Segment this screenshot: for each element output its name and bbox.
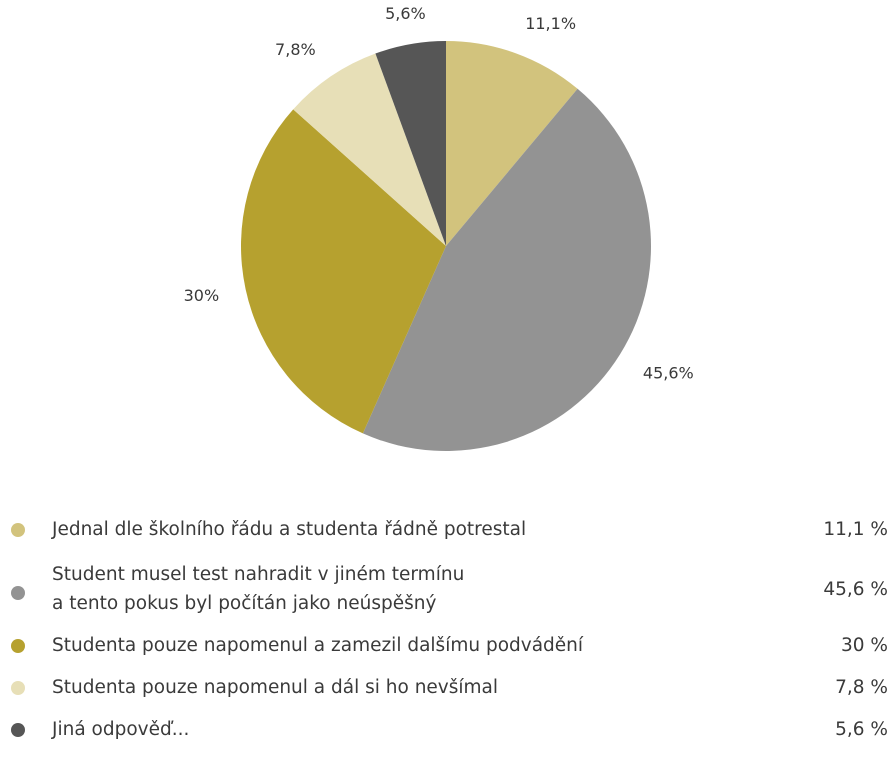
- legend-item: Studenta pouze napomenul a dál si ho nev…: [0, 673, 892, 702]
- pie-slice-3: [241, 109, 446, 434]
- legend-swatch: [11, 638, 25, 653]
- legend-label: Jednal dle školního řádu a studenta řádn…: [52, 515, 526, 544]
- legend-label: Jiná odpověď...: [52, 715, 189, 744]
- legend-label-line: Student musel test nahradit v jiném term…: [52, 564, 465, 585]
- legend-label-line: Studenta pouze napomenul a zamezil další…: [52, 635, 584, 656]
- legend-swatch: [11, 680, 25, 695]
- legend-label-line: Studenta pouze napomenul a dál si ho nev…: [52, 677, 499, 698]
- legend-item: Jiná odpověď... 5,6 %: [0, 715, 892, 744]
- pie-slice-1: [446, 41, 578, 246]
- legend-value: 11,1 %: [823, 519, 888, 540]
- pie-label-2: 45,6%: [643, 363, 694, 382]
- legend-label-line: Jiná odpověď...: [52, 719, 190, 740]
- legend-value: 30 %: [841, 635, 888, 656]
- pie-slices: [241, 41, 651, 452]
- legend-swatch: [11, 522, 25, 537]
- pie-label-3: 30%: [184, 286, 220, 305]
- pie-labels: 11,1% 45,6% 30% 7,8% 5,6%: [184, 4, 694, 382]
- pie-chart: 11,1% 45,6% 30% 7,8% 5,6%: [184, 4, 694, 452]
- pie-label-5: 5,6%: [385, 4, 426, 23]
- legend-swatch: [11, 722, 25, 737]
- pie-label-4: 7,8%: [275, 40, 316, 59]
- legend-value: 5,6 %: [835, 719, 888, 740]
- pie-slice-2: [362, 88, 651, 452]
- pie-slice-4: [293, 53, 446, 246]
- pie-label-1: 11,1%: [525, 14, 576, 33]
- legend-item: Student musel test nahradit v jiném term…: [0, 560, 892, 618]
- legend-label: Studenta pouze napomenul a zamezil další…: [52, 631, 583, 660]
- legend-swatch: [11, 586, 25, 600]
- legend-label-line: a tento pokus byl počítán jako neúspěšný: [52, 593, 437, 614]
- legend-value: 7,8 %: [835, 677, 888, 698]
- pie-slice-5: [375, 41, 446, 246]
- legend-item: Jednal dle školního řádu a studenta řádn…: [0, 515, 892, 544]
- legend-label: Studenta pouze napomenul a dál si ho nev…: [52, 673, 498, 702]
- legend-label: Student musel test nahradit v jiném term…: [52, 560, 464, 618]
- legend-value: 45,6 %: [823, 578, 888, 600]
- legend-label-line: Jednal dle školního řádu a studenta řádn…: [52, 519, 527, 540]
- legend-item: Studenta pouze napomenul a zamezil další…: [0, 631, 892, 660]
